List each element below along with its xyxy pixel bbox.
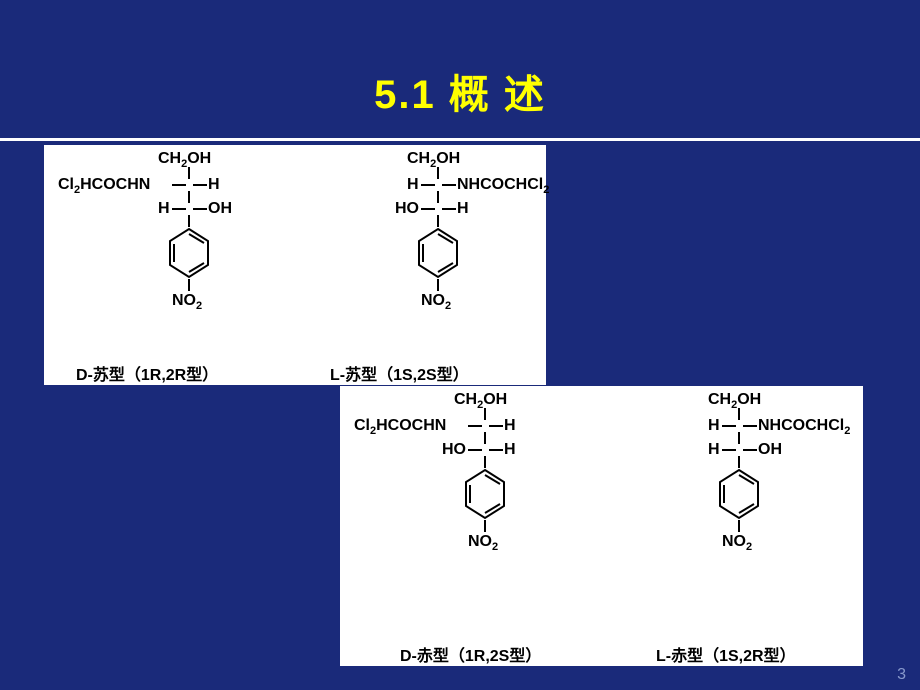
group-no2: NO2	[468, 534, 498, 553]
bond	[738, 456, 740, 468]
bond	[437, 215, 439, 227]
group-no2: NO2	[172, 293, 202, 312]
bond	[421, 208, 435, 210]
bond	[738, 432, 740, 444]
bond	[437, 191, 439, 203]
group-ch2oh: CH2OH	[407, 151, 460, 170]
group-h: H	[708, 442, 720, 458]
group-no2: NO2	[421, 293, 451, 312]
group-h: H	[158, 201, 170, 217]
bond	[484, 520, 486, 532]
slide-title: 5.1 概 述	[0, 0, 920, 120]
benzene-ring	[415, 227, 461, 279]
group-nhcochcl2: NHCOCHCl2	[457, 177, 549, 196]
caption-l-threo: L-苏型（1S,2S型）	[330, 361, 469, 385]
group-ho: HO	[442, 442, 466, 458]
bond	[489, 425, 503, 427]
group-ch2oh: CH2OH	[708, 392, 761, 411]
group-h: H	[504, 418, 516, 434]
group-cl2hcochn: Cl2HCOCHN	[58, 177, 150, 196]
bond	[188, 191, 190, 203]
bond	[743, 425, 757, 427]
bond	[738, 520, 740, 532]
bond	[437, 279, 439, 291]
bond	[489, 449, 503, 451]
benzene-ring	[166, 227, 212, 279]
group-oh: OH	[758, 442, 782, 458]
bond	[442, 184, 456, 186]
page-number: 3	[897, 666, 906, 684]
bond	[172, 208, 186, 210]
bond	[743, 449, 757, 451]
bond	[188, 167, 190, 179]
group-h: H	[407, 177, 419, 193]
group-ho: HO	[395, 201, 419, 217]
group-oh: OH	[208, 201, 232, 217]
group-cl2hcochn: Cl2HCOCHN	[354, 418, 446, 437]
group-h: H	[504, 442, 516, 458]
group-h: H	[457, 201, 469, 217]
bond	[188, 279, 190, 291]
caption-d-erythro: D-赤型（1R,2S型）	[400, 642, 541, 666]
caption-d-threo: D-苏型（1R,2R型）	[76, 361, 218, 385]
bond	[468, 425, 482, 427]
benzene-ring	[716, 468, 762, 520]
bond	[442, 208, 456, 210]
bond	[722, 449, 736, 451]
bond	[484, 432, 486, 444]
bond	[193, 208, 207, 210]
group-h: H	[208, 177, 220, 193]
bond	[484, 408, 486, 420]
bond	[468, 449, 482, 451]
bond	[437, 167, 439, 179]
diagram-erythro: CH2OH Cl2HCOCHN H HO H NO2 CH2OH H NHCOC…	[340, 386, 863, 666]
bond	[421, 184, 435, 186]
group-nhcochcl2: NHCOCHCl2	[758, 418, 850, 437]
benzene-ring	[462, 468, 508, 520]
bond	[172, 184, 186, 186]
title-divider	[0, 138, 920, 141]
group-ch2oh: CH2OH	[158, 151, 211, 170]
diagram-threo: CH2OH Cl2HCOCHN H H OH NO2 CH2OH H NHCOC…	[44, 145, 546, 385]
bond	[738, 408, 740, 420]
group-h: H	[708, 418, 720, 434]
bond	[193, 184, 207, 186]
bond	[188, 215, 190, 227]
group-no2: NO2	[722, 534, 752, 553]
group-ch2oh: CH2OH	[454, 392, 507, 411]
bond	[722, 425, 736, 427]
caption-l-erythro: L-赤型（1S,2R型）	[656, 642, 796, 666]
bond	[484, 456, 486, 468]
